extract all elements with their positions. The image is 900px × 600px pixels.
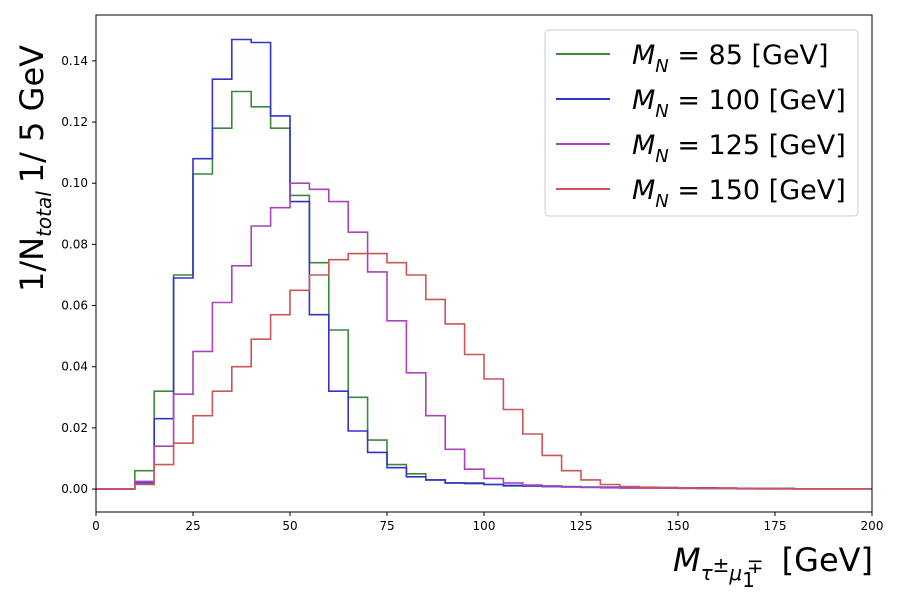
y-tick-label: 0.02 [61,421,88,435]
legend-box [544,29,859,217]
legend-label-2: MN = 100 [GeV] [632,85,846,122]
y-axis-label: 1/Ntotal1/ 5 GeV [13,45,56,292]
x-axis: 0 25 50 75 100 125 150 175 200 [92,512,883,533]
series-line-3 [96,182,872,490]
legend-label-4: MN = 150 [GeV] [632,175,846,212]
x-tick-label: 75 [379,519,394,533]
series-layer [96,38,872,490]
x-tick-label: 25 [185,519,200,533]
y-tick-label: 0.00 [61,482,88,496]
y-axis: 0.00 0.02 0.04 0.06 0.08 0.10 0.12 0.14 [61,54,96,496]
x-tick-label: 150 [667,519,690,533]
x-tick-label: 100 [473,519,496,533]
legend: MN = 85 [GeV] MN = 100 [GeV] MN = 125 [GeV… [544,29,859,217]
y-tick-label: 0.12 [61,115,88,129]
y-tick-label: 0.06 [61,299,88,313]
legend-label-1: MN = 85 [GeV] [632,40,829,77]
y-tick-label: 0.04 [61,360,88,374]
y-tick-label: 0.10 [61,176,88,190]
x-tick-label: 200 [861,519,884,533]
x-tick-label: 50 [282,519,297,533]
y-tick-label: 0.14 [61,54,88,68]
legend-label-3: MN = 125 [GeV] [632,130,846,167]
x-tick-label: 0 [92,519,100,533]
x-axis-label: Mτ±μ1∓ [GeV] [673,541,873,592]
series-line-4 [96,252,872,490]
x-tick-label: 125 [570,519,593,533]
y-tick-label: 0.08 [61,237,88,251]
x-tick-label: 175 [764,519,787,533]
